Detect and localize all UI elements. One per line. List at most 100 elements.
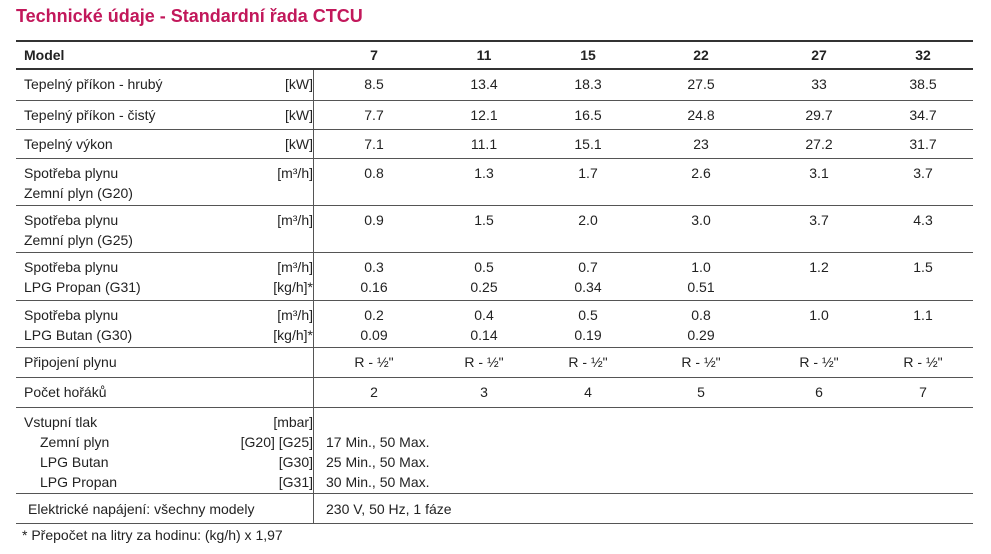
cell-value: 3 (480, 384, 488, 400)
pressure-unit: [mbar] (273, 414, 313, 430)
cell-value: 3.7 (913, 165, 933, 181)
pressure-item-unit: [G30] (278, 454, 313, 470)
cell-value: R - ½" (903, 354, 943, 370)
cell-value: R - ½" (799, 354, 839, 370)
row-label: Připojení plynu (24, 354, 117, 370)
cell-value: 0.14 (470, 327, 498, 343)
cell-value: 15.1 (574, 136, 602, 152)
cell-value: 7.7 (364, 107, 384, 123)
table-row: Spotřeba plynu LPG Butan (G30) [m³/h] [kg/h… (16, 301, 973, 348)
cell-value: 4 (584, 384, 592, 400)
cell-value: 2.0 (578, 212, 598, 228)
cell-value: R - ½" (354, 354, 394, 370)
pressure-item-unit: [G20] [G25] (240, 434, 313, 450)
cell-value: 18.3 (574, 76, 602, 92)
cell-value: 3.0 (691, 212, 711, 228)
pressure-block: Vstupní tlak [mbar] Zemní plyn [G20] [G25] 1… (16, 408, 973, 494)
cell-value: 0.3 (364, 259, 384, 275)
pressure-item-value: 25 Min., 50 Max. (326, 454, 430, 470)
cell-value: 29.7 (805, 107, 833, 123)
row-label: LPG Propan (G31) (24, 279, 141, 295)
row-label: Zemní plyn (G20) (24, 185, 133, 201)
cell-value: 2.6 (691, 165, 711, 181)
cell-value: 0.51 (687, 279, 715, 295)
row-unit: [m³/h] (277, 259, 313, 275)
cell-value: 1.0 (691, 259, 711, 275)
row-label: Spotřeba plynu (24, 165, 119, 181)
cell-value: 0.19 (574, 327, 602, 343)
cell-value: R - ½" (464, 354, 504, 370)
electric-row: Elektrické napájení: všechny modely 230 V… (16, 494, 973, 524)
cell-value: 0.29 (687, 327, 715, 343)
row-unit: [kg/h]* (273, 327, 313, 343)
row-unit: [kg/h]* (273, 279, 313, 295)
cell-value: 3.1 (809, 165, 829, 181)
pressure-item-unit: [G31] (278, 474, 313, 490)
cell-value: 0.2 (364, 307, 384, 323)
pressure-title: Vstupní tlak (24, 414, 98, 430)
column-separator (313, 70, 314, 100)
cell-value: 34.7 (909, 107, 937, 123)
cell-value: 1.2 (809, 259, 829, 275)
pressure-item-value: 30 Min., 50 Max. (326, 474, 430, 490)
cell-value: 7.1 (364, 136, 384, 152)
table-row: Připojení plynu R - ½" R - ½" R - ½" R - ½" R… (16, 348, 973, 378)
header-model-5: 32 (915, 47, 931, 63)
table-top-rule (16, 40, 973, 42)
cell-value: 0.8 (364, 165, 384, 181)
cell-value: 24.8 (687, 107, 715, 123)
header-model-2: 15 (580, 47, 596, 63)
pressure-item-label: LPG Propan (40, 474, 118, 490)
cell-value: 23 (693, 136, 709, 152)
row-unit: [m³/h] (277, 212, 313, 228)
table-row: Tepelný příkon - hrubý [kW] 8.5 13.4 18.3 27.… (16, 70, 973, 101)
cell-value: 5 (697, 384, 705, 400)
row-label: Spotřeba plynu (24, 307, 119, 323)
cell-value: 16.5 (574, 107, 602, 123)
cell-value: R - ½" (568, 354, 608, 370)
cell-value: 1.1 (913, 307, 933, 323)
cell-value: 13.4 (470, 76, 498, 92)
cell-value: 1.7 (578, 165, 598, 181)
cell-value: 8.5 (364, 76, 384, 92)
table-row: Počet hořáků 2 3 4 5 6 7 (16, 378, 973, 408)
pressure-item-label: Zemní plyn (40, 434, 110, 450)
cell-value: 0.8 (691, 307, 711, 323)
table-row: Spotřeba plynu LPG Propan (G31) [m³/h] [kg/… (16, 253, 973, 301)
row-label: Spotřeba plynu (24, 259, 119, 275)
row-unit: [kW] (285, 107, 313, 123)
cell-value: 7 (919, 384, 927, 400)
column-separator (313, 494, 314, 523)
electric-value: 230 V, 50 Hz, 1 fáze (326, 501, 452, 517)
pressure-item-value: 17 Min., 50 Max. (326, 434, 430, 450)
cell-value: 1.0 (809, 307, 829, 323)
cell-value: 11.1 (470, 136, 498, 152)
column-separator (313, 130, 314, 158)
header-label: Model (24, 47, 65, 63)
cell-value: 3.7 (809, 212, 829, 228)
row-label: LPG Butan (G30) (24, 327, 133, 343)
header-model-3: 22 (693, 47, 709, 63)
row-unit: [kW] (285, 76, 313, 92)
cell-value: 0.5 (578, 307, 598, 323)
cell-value: 0.16 (360, 279, 388, 295)
column-separator (313, 101, 314, 129)
cell-value: 4.3 (913, 212, 933, 228)
cell-value: 38.5 (909, 76, 937, 92)
row-label: Tepelný příkon - hrubý (24, 76, 163, 92)
page-title: Technické údaje - Standardní řada CTCU (16, 6, 363, 26)
table-row: Tepelný příkon - čistý [kW] 7.7 12.1 16.5 24.… (16, 101, 973, 130)
column-separator (313, 348, 314, 377)
cell-value: 0.25 (470, 279, 498, 295)
cell-value: 6 (815, 384, 823, 400)
column-separator (313, 378, 314, 407)
row-label: Zemní plyn (G25) (24, 232, 133, 248)
cell-value: 27.5 (687, 76, 715, 92)
table-header-row: Model 7 11 15 22 27 32 (16, 40, 973, 70)
cell-value: 31.7 (909, 136, 937, 152)
cell-value: 27.2 (805, 136, 833, 152)
cell-value: 0.5 (474, 259, 494, 275)
pressure-item-label: LPG Butan (40, 454, 109, 470)
header-model-1: 11 (476, 47, 492, 63)
cell-value: 2 (370, 384, 378, 400)
